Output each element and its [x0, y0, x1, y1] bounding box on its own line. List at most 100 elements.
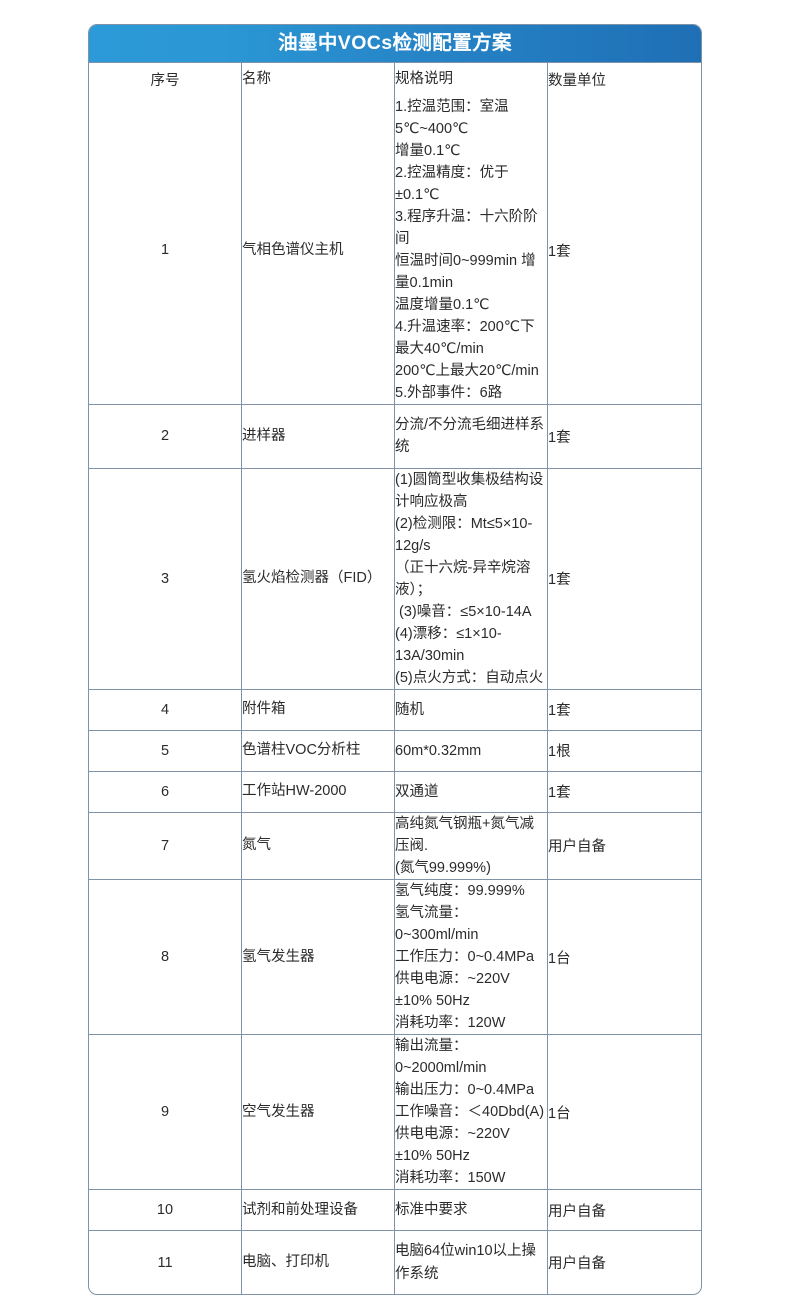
row-index-cell: 8: [89, 880, 242, 1036]
row-spec-cell: 电脑64位win10以上操作系统: [395, 1231, 548, 1294]
spec-line: 标准中要求: [395, 1202, 468, 1219]
row-qty-cell: 1台: [548, 880, 701, 1036]
spec-line: 输出流量：0~2000ml/min: [395, 1038, 487, 1077]
spec-line: 氢气纯度：99.999%: [395, 883, 525, 899]
column-header-spec: 规格说明: [395, 63, 548, 96]
row-qty-cell: 1台: [548, 1035, 701, 1191]
spec-line: 200℃上最大20℃/min: [395, 363, 539, 380]
column-header-index: 序号: [89, 63, 242, 96]
row-index-cell: 6: [89, 771, 242, 813]
table-row: 4 附件箱 随机 1套: [89, 689, 701, 731]
spec-line: 2.控温精度：优于±0.1℃: [395, 165, 509, 204]
table-body: 1 气相色谱仪主机 1.控温范围：室温 5℃~400℃ 增量0.1℃ 2.控温精度：优于…: [89, 96, 701, 1294]
row-name-cell: 色谱柱VOC分析柱: [242, 730, 395, 772]
spec-line: 60m*0.32mm: [395, 742, 482, 759]
row-qty-cell: 用户自备: [548, 813, 701, 880]
table-row: 8 氢气发生器 氢气纯度：99.999% 氢气流量：0~300ml/min 工作压力：0…: [89, 880, 701, 1036]
row-index-cell: 5: [89, 730, 242, 772]
table-row: 6 工作站HW-2000 双通道 1套: [89, 771, 701, 813]
table-row: 1 气相色谱仪主机 1.控温范围：室温 5℃~400℃ 增量0.1℃ 2.控温精度：优于…: [89, 96, 701, 406]
row-index-cell: 11: [89, 1231, 242, 1294]
spec-line: 高纯氮气钢瓶+氮气减压阀.: [395, 815, 534, 854]
spec-line: (2)检测限：Mt≤5×10-12g/s: [395, 515, 533, 554]
spec-line: 分流/不分流毛细进样系统: [395, 417, 545, 456]
row-name-cell: 工作站HW-2000: [242, 771, 395, 813]
row-qty-cell: 1套: [548, 772, 701, 813]
spec-line: 1.控温范围：室温 5℃~400℃: [395, 99, 513, 138]
row-spec-cell: 60m*0.32mm: [395, 730, 548, 772]
row-index-cell: 2: [89, 405, 242, 469]
spec-line: 5.外部事件：6路: [395, 385, 503, 402]
spec-line: (3)噪音：≤5×10-14A: [395, 603, 532, 620]
row-qty-cell: 用户自备: [548, 1190, 701, 1232]
spec-line: 4.升温速率：200℃下最大40℃/min: [395, 319, 535, 358]
column-header-name: 名称: [242, 63, 395, 96]
row-spec-cell: 双通道: [395, 771, 548, 813]
column-header-qty: 数量单位: [548, 63, 701, 96]
row-name-cell: 氢火焰检测器（FID）: [242, 468, 395, 690]
row-name-cell: 试剂和前处理设备: [242, 1190, 395, 1232]
row-index-cell: 4: [89, 689, 242, 731]
spec-line: 消耗功率：120W: [395, 1015, 506, 1032]
spec-line: 工作压力：0~0.4MPa: [395, 949, 535, 966]
row-qty-cell: 1套: [548, 96, 701, 406]
spec-line: 恒温时间0~999min 增量0.1min: [395, 253, 536, 292]
spec-table: 油墨中VOCs检测配置方案 序号 名称 规格说明 数量单位 1 气相色谱仪主机 1.…: [88, 24, 702, 1295]
row-qty-cell: 1套: [548, 405, 701, 469]
table-row: 2 进样器 分流/不分流毛细进样系统 1套: [89, 405, 701, 469]
spec-line: (4)漂移：≤1×10-13A/30min: [395, 625, 502, 664]
row-qty-cell: 1根: [548, 731, 701, 772]
table-row: 9 空气发生器 输出流量：0~2000ml/min 输出压力：0~0.4MPa 工作噪音…: [89, 1035, 701, 1191]
spec-line: 氢气流量：0~300ml/min: [395, 905, 479, 944]
row-name-cell: 空气发生器: [242, 1035, 395, 1191]
table-head: 油墨中VOCs检测配置方案 序号 名称 规格说明 数量单位: [89, 25, 701, 96]
row-name-cell: 进样器: [242, 405, 395, 469]
spec-line: (1)圆筒型收集极结构设计响应极高: [395, 471, 544, 510]
row-spec-cell: 氢气纯度：99.999% 氢气流量：0~300ml/min 工作压力：0~0.4MP…: [395, 880, 548, 1036]
row-qty-cell: 1套: [548, 690, 701, 731]
spec-line: 随机: [395, 701, 424, 718]
spec-line: 3.程序升温：十六阶阶间: [395, 209, 538, 248]
spec-line: 消耗功率：150W: [395, 1170, 506, 1187]
spec-line: 供电电源：~220V ±10% 50Hz: [395, 1126, 514, 1165]
row-name-cell: 氮气: [242, 812, 395, 880]
spec-line: (5)点火方式：自动点火: [395, 669, 544, 686]
row-spec-cell: 高纯氮气钢瓶+氮气减压阀. (氮气99.999%): [395, 812, 548, 880]
column-header-row: 序号 名称 规格说明 数量单位: [89, 63, 701, 96]
spec-line: 输出压力：0~0.4MPa: [395, 1082, 535, 1099]
page-title: 油墨中VOCs检测配置方案: [278, 32, 512, 54]
table-row: 10 试剂和前处理设备 标准中要求 用户自备: [89, 1190, 701, 1232]
spec-line: 工作噪音：＜40Dbd(A): [395, 1104, 545, 1121]
row-name-cell: 气相色谱仪主机: [242, 96, 395, 406]
row-name-cell: 附件箱: [242, 689, 395, 731]
spec-line: 电脑64位win10以上操作系统: [395, 1243, 537, 1282]
configuration-table-container: 油墨中VOCs检测配置方案 序号 名称 规格说明 数量单位 1 气相色谱仪主机 1.…: [88, 24, 702, 1295]
banner-row: 油墨中VOCs检测配置方案: [89, 25, 701, 63]
row-index-cell: 1: [89, 96, 242, 406]
row-qty-cell: 1套: [548, 469, 701, 690]
row-name-cell: 电脑、打印机: [242, 1231, 395, 1294]
table-row: 5 色谱柱VOC分析柱 60m*0.32mm 1根: [89, 730, 701, 772]
row-index-cell: 3: [89, 468, 242, 690]
row-spec-cell: 1.控温范围：室温 5℃~400℃ 增量0.1℃ 2.控温精度：优于±0.1℃ 3.程…: [395, 96, 548, 406]
table-title-banner: 油墨中VOCs检测配置方案: [89, 25, 701, 63]
row-spec-cell: 随机: [395, 689, 548, 731]
row-spec-cell: 输出流量：0~2000ml/min 输出压力：0~0.4MPa 工作噪音：＜40Db…: [395, 1035, 548, 1191]
spec-line: 双通道: [395, 783, 439, 800]
spec-line: (氮气99.999%): [395, 859, 491, 876]
spec-line: 增量0.1℃: [395, 143, 461, 160]
table-row: 7 氮气 高纯氮气钢瓶+氮气减压阀. (氮气99.999%) 用户自备: [89, 812, 701, 880]
row-qty-cell: 用户自备: [548, 1256, 606, 1272]
row-index-cell: 9: [89, 1035, 242, 1191]
spec-line: 供电电源：~220V ±10% 50Hz: [395, 971, 514, 1010]
row-spec-cell: 分流/不分流毛细进样系统: [395, 405, 548, 469]
table-row: 11 电脑、打印机 电脑64位win10以上操作系统 用户自备: [89, 1231, 701, 1294]
row-index-cell: 7: [89, 812, 242, 880]
row-spec-cell: 标准中要求: [395, 1190, 548, 1232]
row-index-cell: 10: [89, 1190, 242, 1232]
table-row: 3 氢火焰检测器（FID） (1)圆筒型收集极结构设计响应极高 (2)检测限：Mt≤5…: [89, 468, 701, 690]
row-name-cell: 氢气发生器: [242, 880, 395, 1036]
spec-line: （正十六烷-异辛烷溶液）；: [395, 559, 531, 598]
row-spec-cell: (1)圆筒型收集极结构设计响应极高 (2)检测限：Mt≤5×10-12g/s （正十…: [395, 468, 548, 690]
spec-line: 温度增量0.1℃: [395, 297, 490, 314]
